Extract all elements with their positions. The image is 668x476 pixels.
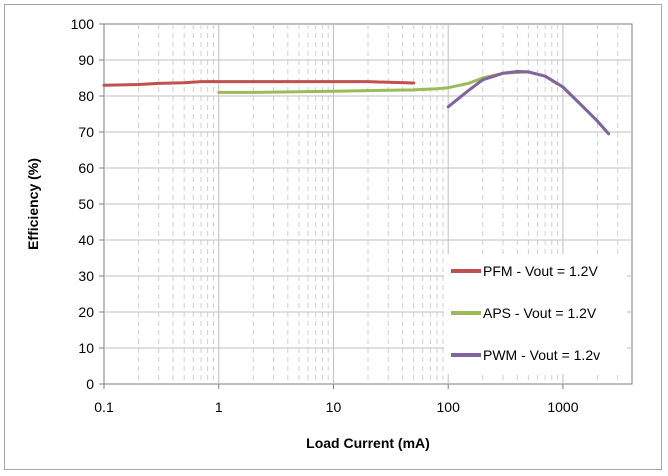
series-line-pfm <box>102 80 416 87</box>
series-line-pwm <box>446 70 611 136</box>
legend-label-aps: APS - Vout = 1.2V <box>483 305 597 321</box>
legend-label-pfm: PFM - Vout = 1.2V <box>483 263 598 279</box>
x-axis-title: Load Current (mA) <box>306 435 430 451</box>
y-tick-label: 30 <box>78 268 94 284</box>
y-tick-label: 10 <box>78 340 94 356</box>
grid <box>104 24 632 384</box>
y-axis-title: Efficiency (%) <box>25 158 41 250</box>
legend-label-pwm: PWM - Vout = 1.2v <box>483 347 600 363</box>
y-tick-label: 20 <box>78 304 94 320</box>
y-tick-label: 60 <box>78 160 94 176</box>
y-tick-label: 50 <box>78 196 94 212</box>
tick-labels: 0 10 20 30 40 50 60 70 80 90 100 0.1 1 10 100 1000 <box>71 16 579 415</box>
series-layer <box>102 70 611 136</box>
y-tick-label: 100 <box>71 16 95 32</box>
x-tick-label: 0.1 <box>94 399 114 415</box>
x-tick-label: 1000 <box>547 399 578 415</box>
y-tick-label: 70 <box>78 124 94 140</box>
x-tick-label: 1 <box>215 399 223 415</box>
x-tick-label: 100 <box>437 399 461 415</box>
legend: PFM - Vout = 1.2V APS - Vout = 1.2V PWM … <box>444 254 627 374</box>
y-tick-label: 0 <box>86 376 94 392</box>
y-tick-label: 80 <box>78 88 94 104</box>
y-tick-label: 90 <box>78 52 94 68</box>
y-tick-label: 40 <box>78 232 94 248</box>
x-tick-label: 10 <box>326 399 342 415</box>
